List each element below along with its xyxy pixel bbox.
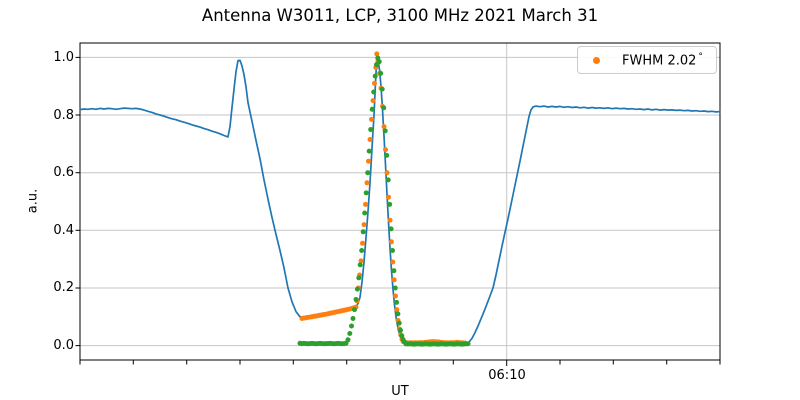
second-scan-point bbox=[371, 89, 377, 95]
second-scan-point bbox=[352, 307, 357, 313]
second-scan-point bbox=[353, 297, 359, 302]
second-scan-point bbox=[347, 331, 353, 336]
second-scan-point bbox=[398, 327, 403, 333]
y-axis-label: a.u. bbox=[25, 188, 41, 214]
second-scan-point bbox=[369, 106, 375, 112]
second-scan-point bbox=[391, 268, 397, 274]
second-scan-point bbox=[363, 190, 369, 196]
second-scan-point bbox=[357, 262, 363, 268]
second-scan-point bbox=[388, 226, 394, 232]
second-scan-point bbox=[396, 320, 402, 326]
y-tick-label-0.2: 0.2 bbox=[53, 280, 74, 295]
x-tick-label-0610: 06:10 bbox=[488, 368, 526, 383]
second-scan-point bbox=[345, 337, 351, 343]
second-scan-point bbox=[378, 70, 384, 76]
second-scan-point bbox=[384, 152, 390, 158]
fwhm-fit-scan-point bbox=[374, 51, 380, 57]
fwhm-fit-scan-point bbox=[360, 240, 365, 246]
fwhm-fit-scan-point bbox=[369, 116, 374, 122]
fwhm-fit-scan-point bbox=[383, 147, 388, 153]
fwhm-fit-scan-point bbox=[388, 239, 394, 245]
fwhm-fit-scan-point bbox=[393, 293, 398, 299]
legend-marker-dot-icon bbox=[593, 56, 600, 64]
second-scan-point bbox=[368, 127, 374, 132]
second-scan-point bbox=[390, 248, 395, 253]
second-scan-point bbox=[382, 128, 388, 134]
second-scan-point bbox=[372, 73, 378, 79]
fwhm-fit-scan-point bbox=[390, 259, 396, 265]
second-scan-point bbox=[387, 201, 393, 207]
legend-box: FWHM 2.02 ° bbox=[577, 46, 717, 74]
fwhm-fit-scan-point bbox=[394, 307, 400, 313]
y-tick-label-0.0: 0.0 bbox=[53, 338, 74, 353]
fwhm-fit-scan-point bbox=[358, 258, 364, 264]
second-scan-point bbox=[395, 311, 401, 317]
fwhm-fit-scan-point bbox=[381, 124, 387, 130]
second-scan-point bbox=[379, 86, 385, 92]
y-tick-label-0.6: 0.6 bbox=[53, 165, 74, 180]
fwhm-fit-scan-point bbox=[361, 222, 367, 228]
second-scan-point bbox=[356, 275, 362, 281]
y-tick-label-1.0: 1.0 bbox=[53, 50, 74, 65]
second-scan-point bbox=[362, 210, 368, 216]
fwhm-fit-scan-point bbox=[367, 137, 373, 142]
fwhm-fit-scan-point bbox=[391, 277, 397, 283]
second-scan-point bbox=[381, 105, 387, 111]
fwhm-fit-scan-point bbox=[363, 201, 368, 207]
degree-symbol: ° bbox=[698, 51, 703, 62]
fwhm-fit-scan-point bbox=[384, 170, 390, 176]
second-scan-point bbox=[360, 229, 366, 235]
legend-label: FWHM 2.02 ° bbox=[622, 51, 703, 69]
second-scan-point bbox=[465, 341, 471, 347]
y-tick-label-0.4: 0.4 bbox=[53, 223, 74, 238]
drift-scan-line bbox=[79, 56, 721, 346]
second-scan-point bbox=[354, 286, 360, 292]
fwhm-fit-scan-point bbox=[366, 158, 371, 164]
second-scan-point bbox=[366, 148, 372, 154]
second-scan-point bbox=[376, 59, 382, 65]
x-axis-label: UT bbox=[391, 384, 409, 399]
fwhm-fit-scan-point bbox=[372, 80, 377, 86]
second-scan-point bbox=[392, 285, 398, 291]
fwhm-fit-scan-point bbox=[370, 98, 376, 104]
second-scan-point bbox=[349, 323, 354, 329]
fwhm-fit-scan bbox=[299, 51, 468, 346]
second-scan bbox=[297, 55, 471, 347]
y-tick-label-0.8: 0.8 bbox=[53, 108, 74, 123]
second-scan-point bbox=[385, 177, 391, 183]
second-scan-point bbox=[359, 248, 365, 253]
fwhm-fit-scan-point bbox=[386, 194, 391, 200]
chart-title: Antenna W3011, LCP, 3100 MHz 2021 March … bbox=[201, 6, 599, 25]
second-scan-point bbox=[365, 170, 371, 176]
second-scan-point bbox=[350, 316, 356, 321]
second-scan-point bbox=[394, 299, 400, 305]
fwhm-fit-scan-point bbox=[364, 180, 370, 186]
axes-frame bbox=[79, 42, 721, 361]
fwhm-fit-scan-point bbox=[387, 217, 393, 223]
